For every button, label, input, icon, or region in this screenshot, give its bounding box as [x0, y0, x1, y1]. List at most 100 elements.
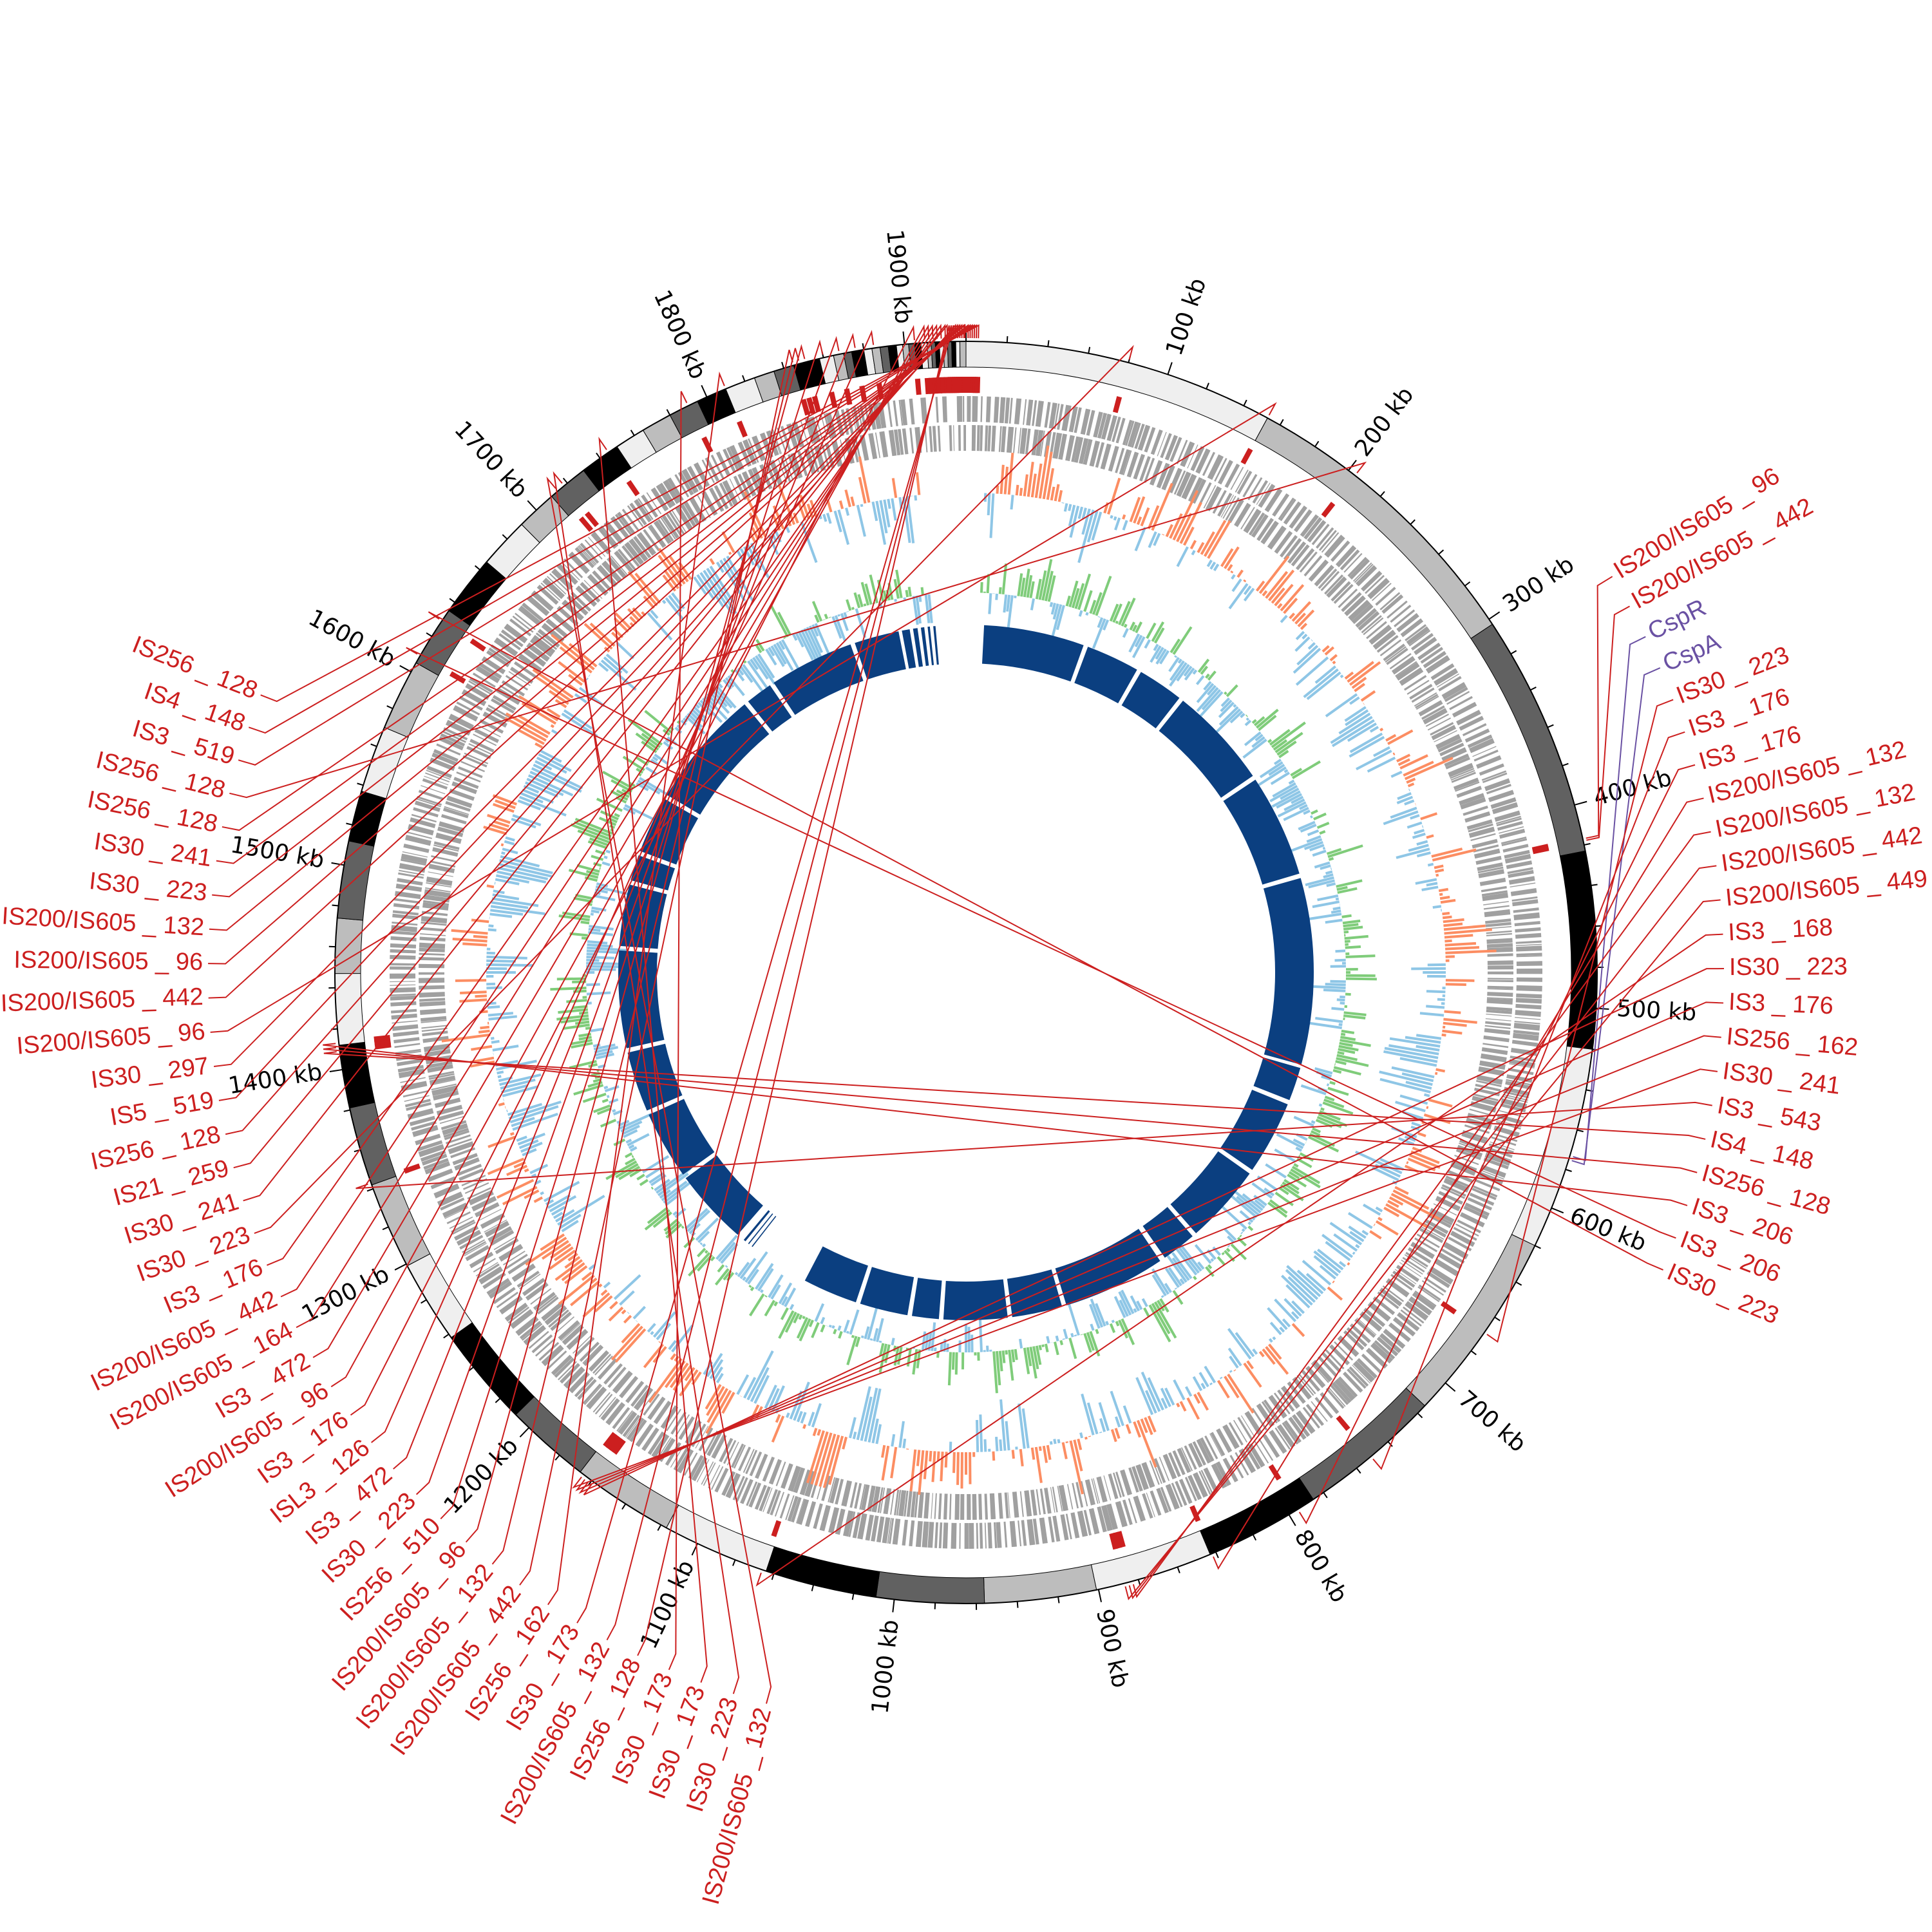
gc-skew-track-bar: [506, 1164, 528, 1177]
gene-forward: [591, 531, 612, 554]
gene-forward: [1074, 407, 1082, 433]
gc-content-track-bar: [873, 1328, 879, 1341]
gc-skew-track-bar: [817, 1429, 822, 1436]
gc-skew-track-bar: [709, 558, 715, 565]
gene-forward: [614, 513, 633, 536]
gene-reverse: [442, 807, 469, 819]
gene-reverse: [1445, 1175, 1470, 1188]
gc-content-track-bar: [1035, 1345, 1042, 1365]
gc-skew-track-bar: [902, 1438, 907, 1448]
gc-content-track-bar: [1135, 621, 1143, 634]
gc-content-track-bar: [912, 596, 919, 625]
gc-content-track-bar: [1330, 980, 1346, 983]
gene-reverse: [888, 430, 897, 457]
gene-forward: [1506, 1079, 1532, 1086]
contig-segment: [1121, 672, 1180, 729]
gene-forward: [538, 1341, 560, 1361]
gc-content-track-bar: [793, 1312, 800, 1324]
gene-forward: [390, 1009, 417, 1014]
gene-reverse: [897, 429, 904, 455]
tick-label: 1600 kb: [304, 605, 400, 673]
gene-forward: [488, 647, 511, 665]
gc-content-track-bar: [1038, 1345, 1042, 1350]
gc-content-track-bar: [1314, 1067, 1333, 1075]
gene-reverse: [625, 1381, 645, 1403]
gene-forward: [865, 1514, 874, 1541]
gc-skew-track-bar: [1426, 882, 1438, 887]
gene-forward: [1513, 1030, 1540, 1036]
gene-forward: [459, 1235, 484, 1250]
gc-skew-track-bar: [609, 1301, 618, 1310]
gc-content-track-bar: [580, 920, 590, 925]
gc-skew-track-bar: [1347, 1212, 1373, 1229]
gc-content-track-bar: [647, 1206, 668, 1224]
gc-content-track-bar: [921, 1331, 927, 1350]
gc-skew-track-bar: [1421, 886, 1439, 891]
gc-content-track-bar: [1337, 887, 1358, 895]
gc-skew-track-bar: [1236, 569, 1244, 578]
gc-content-track-bar: [837, 1325, 842, 1331]
gc-content-track-bar: [843, 1320, 850, 1333]
gc-content-track-bar: [954, 1352, 958, 1375]
gene-reverse: [1430, 722, 1454, 736]
gc-skew-track-bar: [1291, 1323, 1305, 1338]
gene-forward: [1032, 400, 1037, 426]
gc-skew-track-bar: [1243, 585, 1252, 595]
gene-reverse: [1344, 595, 1366, 616]
gc-skew-track-bar: [1345, 709, 1369, 726]
gc-content-track-bar: [1274, 1191, 1294, 1207]
tick-label: 100 kb: [1161, 275, 1211, 359]
gene-reverse: [1394, 1269, 1417, 1285]
minor-tick: [1088, 346, 1091, 354]
gene-reverse: [647, 524, 667, 548]
gene-forward: [1258, 1438, 1274, 1461]
contig-segment: [748, 685, 792, 732]
gene-forward: [1302, 1406, 1320, 1429]
gc-content-track-bar: [1017, 573, 1023, 596]
gene-reverse: [1093, 1478, 1101, 1504]
label-connector: [1586, 576, 1613, 839]
gc-skew-track-bar: [1213, 564, 1220, 572]
gc-skew-track-bar: [1230, 570, 1234, 574]
karyotype-band: [337, 840, 375, 921]
gc-skew-track-bar: [478, 1029, 490, 1034]
gc-skew-track-bar: [1011, 1450, 1015, 1459]
is-element-label: IS30 _ 241: [92, 828, 213, 873]
gene-forward: [748, 1482, 762, 1508]
gene-reverse: [910, 1491, 916, 1518]
gc-skew-track-bar: [520, 792, 544, 804]
gc-content-track-bar: [591, 909, 600, 914]
gc-skew-track-bar: [1439, 893, 1443, 896]
gc-skew-track-bar: [989, 493, 995, 538]
gc-skew-track-bar: [1351, 676, 1367, 689]
gc-skew-track-bar: [1042, 1445, 1048, 1463]
gene-reverse: [1251, 1408, 1268, 1431]
gc-skew-track-bar: [1338, 712, 1371, 735]
gene-reverse: [1318, 568, 1336, 588]
gc-content-track-bar: [592, 1043, 601, 1048]
gene-reverse: [430, 1079, 456, 1086]
gene-reverse: [923, 1492, 930, 1519]
gene-reverse: [1108, 446, 1119, 472]
gene-reverse: [1013, 427, 1017, 453]
gene-reverse: [1019, 1491, 1024, 1517]
gc-content-track-bar: [1271, 721, 1306, 748]
gene-reverse: [1200, 1437, 1215, 1462]
gene-forward: [1222, 1457, 1238, 1482]
gene-reverse: [1052, 432, 1063, 459]
gc-skew-track-bar: [786, 1412, 790, 1418]
gc-content-track-bar: [1175, 1247, 1198, 1276]
gene-reverse: [548, 1309, 569, 1328]
gc-content-track-bar: [663, 741, 674, 750]
gc-content-track-bar: [1323, 1098, 1345, 1108]
gc-content-track-bar: [1118, 1320, 1128, 1339]
gc-content-track-bar: [1282, 1181, 1300, 1195]
gene-reverse: [443, 1128, 469, 1138]
gc-skew-track-bar: [1347, 722, 1377, 742]
label-connector: [248, 324, 978, 734]
gc-skew-track-bar: [1114, 1416, 1121, 1428]
gene-reverse: [755, 1454, 768, 1479]
minor-tick: [426, 632, 433, 637]
gc-content-track-bar: [1306, 913, 1342, 921]
